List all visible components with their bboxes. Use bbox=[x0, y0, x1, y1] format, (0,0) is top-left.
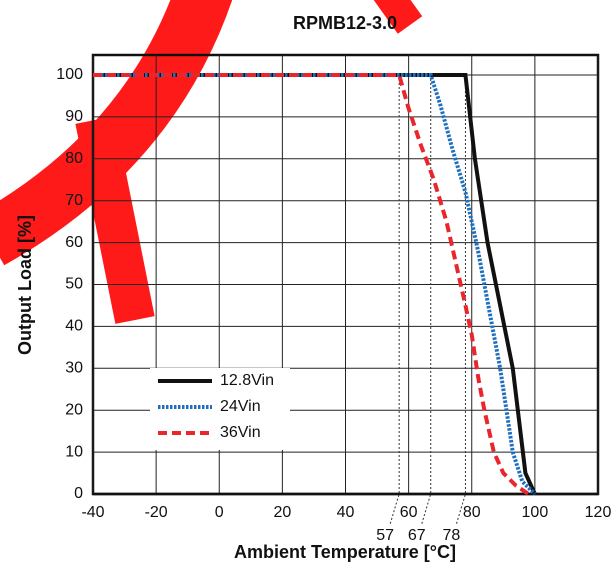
annotation-label: 57 bbox=[376, 527, 394, 544]
annotation-line bbox=[389, 75, 400, 525]
y-tick-label: 40 bbox=[65, 318, 83, 335]
y-tick-label: 0 bbox=[74, 485, 83, 502]
x-tick-label: 20 bbox=[273, 504, 291, 521]
y-tick-label: 90 bbox=[65, 108, 83, 125]
chart-title: RPMB12-3.0 bbox=[293, 13, 397, 33]
series-line bbox=[93, 73, 530, 496]
watermark bbox=[0, 0, 423, 324]
x-axis-label: Ambient Temperature [°C] bbox=[234, 542, 456, 562]
y-tick-label: 60 bbox=[65, 234, 83, 251]
y-tick-label: 100 bbox=[56, 66, 83, 83]
x-tick-label: 80 bbox=[463, 504, 481, 521]
x-tick-label: 60 bbox=[400, 504, 418, 521]
y-tick-label: 80 bbox=[65, 150, 83, 167]
x-tick-label: -40 bbox=[81, 504, 104, 521]
x-tick-label: 100 bbox=[522, 504, 549, 521]
series-line bbox=[93, 73, 537, 496]
x-tick-label: 0 bbox=[215, 504, 224, 521]
plot-area: 0 10 20 30 40 50 60 70 80 90 100 -40 -20 0 20 40 60 80 100… bbox=[56, 53, 612, 544]
annotation-label: 67 bbox=[408, 527, 426, 544]
legend-label: 24Vin bbox=[220, 398, 261, 415]
y-tick-label: 70 bbox=[65, 192, 83, 209]
annotation-label: 78 bbox=[443, 527, 461, 544]
series-line bbox=[93, 73, 537, 495]
x-tick-label: 40 bbox=[337, 504, 355, 521]
y-tick-label: 30 bbox=[65, 360, 83, 377]
x-tick-label: -20 bbox=[145, 504, 168, 521]
annotation-line bbox=[421, 75, 432, 525]
y-tick-label: 50 bbox=[65, 276, 83, 293]
legend-label: 36Vin bbox=[220, 424, 261, 441]
y-tick-label: 20 bbox=[65, 401, 83, 418]
x-tick-label: 120 bbox=[585, 504, 612, 521]
y-tick-label: 10 bbox=[65, 443, 83, 460]
legend-label: 12.8Vin bbox=[220, 372, 274, 389]
y-axis-label: Output Load [%] bbox=[15, 215, 35, 355]
